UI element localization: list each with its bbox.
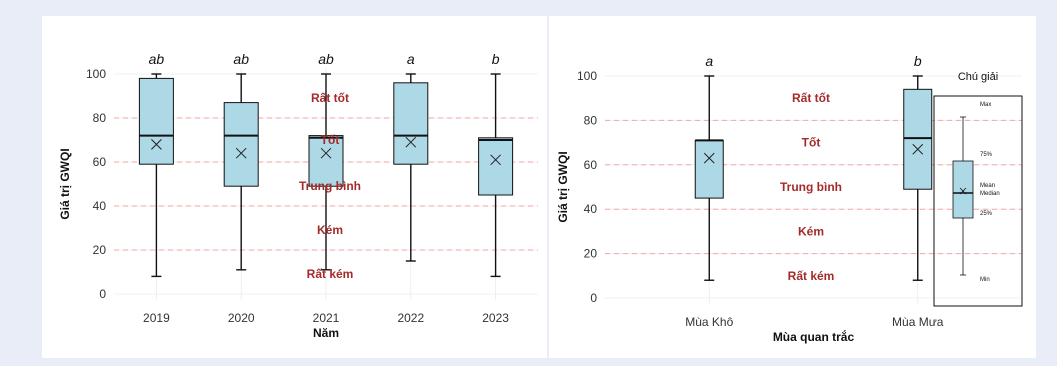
- mean-marker: [703, 152, 715, 164]
- box: [694, 139, 724, 199]
- quality-band-label: Rất tốt: [311, 91, 349, 105]
- quality-band-label: Rất kém: [307, 267, 354, 281]
- legend-sample-box: [952, 160, 974, 219]
- x-tick-label: Mùa Khô: [685, 315, 733, 329]
- y-tick-label: 0: [99, 287, 106, 301]
- legend-title: Chú giải: [958, 71, 998, 83]
- y-tick-label: 0: [590, 291, 597, 305]
- mean-marker: [405, 136, 417, 148]
- x-tick-label: 2021: [313, 311, 340, 325]
- x-axis-title: Mùa quan trắc: [773, 329, 855, 344]
- y-tick-label: 100: [577, 69, 597, 83]
- quality-band-label: Tốt: [321, 133, 340, 147]
- y-tick-label: 40: [93, 199, 107, 213]
- significance-letter: a: [407, 51, 415, 67]
- mean-marker: [151, 139, 162, 150]
- mean-marker: [490, 154, 501, 166]
- x-tick-label: 2019: [143, 311, 170, 325]
- mean-marker: [320, 147, 332, 159]
- x-axis-title: Năm: [313, 326, 339, 340]
- x-tick-label: 2023: [482, 311, 509, 325]
- box: [478, 137, 514, 196]
- significance-letter: a: [705, 53, 713, 69]
- legend-mean-marker: [959, 187, 967, 195]
- box: [138, 77, 174, 165]
- y-tick-label: 80: [584, 113, 598, 127]
- legend-label-mean: Mean: [980, 183, 995, 189]
- significance-letter: b: [492, 51, 500, 67]
- y-tick-label: 20: [93, 243, 107, 257]
- y-tick-label: 80: [93, 111, 107, 125]
- significance-letter: ab: [318, 51, 334, 67]
- panel-seasonal: 0 20 40 60 80 100 a b Mùa Khô Mùa Mưa Rất tốt Tốt Tr…: [549, 16, 1036, 358]
- legend-label-max: Max: [980, 102, 991, 108]
- box: [308, 135, 344, 187]
- quality-band-label: Trung bình: [780, 180, 842, 194]
- significance-letter: b: [914, 53, 922, 69]
- significance-letter: ab: [233, 51, 249, 67]
- legend-box: [933, 95, 1023, 307]
- y-tick-label: 20: [584, 247, 598, 261]
- legend-label-q3: 75%: [980, 152, 993, 158]
- quality-band-label: Tốt: [802, 136, 821, 150]
- x-tick-label: Mùa Mưa: [892, 315, 944, 329]
- significance-letter: ab: [149, 51, 165, 67]
- box: [903, 88, 933, 190]
- mean-marker: [912, 143, 924, 155]
- quality-band-label: Kém: [317, 223, 343, 237]
- legend-label-q1: 25%: [980, 211, 993, 217]
- quality-band-label: Trung bình: [299, 179, 361, 193]
- mean-marker: [235, 147, 247, 159]
- quality-band-label: Rất kém: [788, 269, 835, 283]
- x-tick-label: 2020: [228, 311, 255, 325]
- figure-frame: 0 20 40 60 80 100 ab ab ab a b 2019 2020 2021 2022 2023…: [9, 8, 1048, 358]
- legend-label-min: Min: [980, 277, 990, 283]
- box: [393, 82, 429, 165]
- box: [223, 102, 259, 187]
- panel-yearly: 0 20 40 60 80 100 ab ab ab a b 2019 2020 2021 2022 2023…: [42, 16, 547, 358]
- y-tick-label: 100: [86, 67, 106, 81]
- x-tick-label: 2022: [397, 311, 424, 325]
- legend-label-median: Median: [980, 191, 1000, 197]
- y-tick-label: 60: [93, 155, 107, 169]
- quality-band-label: Rất tốt: [792, 91, 830, 105]
- y-tick-label: 60: [584, 158, 598, 172]
- quality-band-label: Kém: [798, 224, 824, 238]
- seasonal-boxplot-chart: 0 20 40 60 80 100 a b Mùa Khô Mùa Mưa Rất tốt Tốt Tr…: [556, 53, 1023, 344]
- y-axis-title: Giá trị GWQI: [58, 148, 72, 219]
- y-tick-label: 40: [584, 202, 598, 216]
- y-axis-title: Giá trị GWQI: [556, 151, 570, 222]
